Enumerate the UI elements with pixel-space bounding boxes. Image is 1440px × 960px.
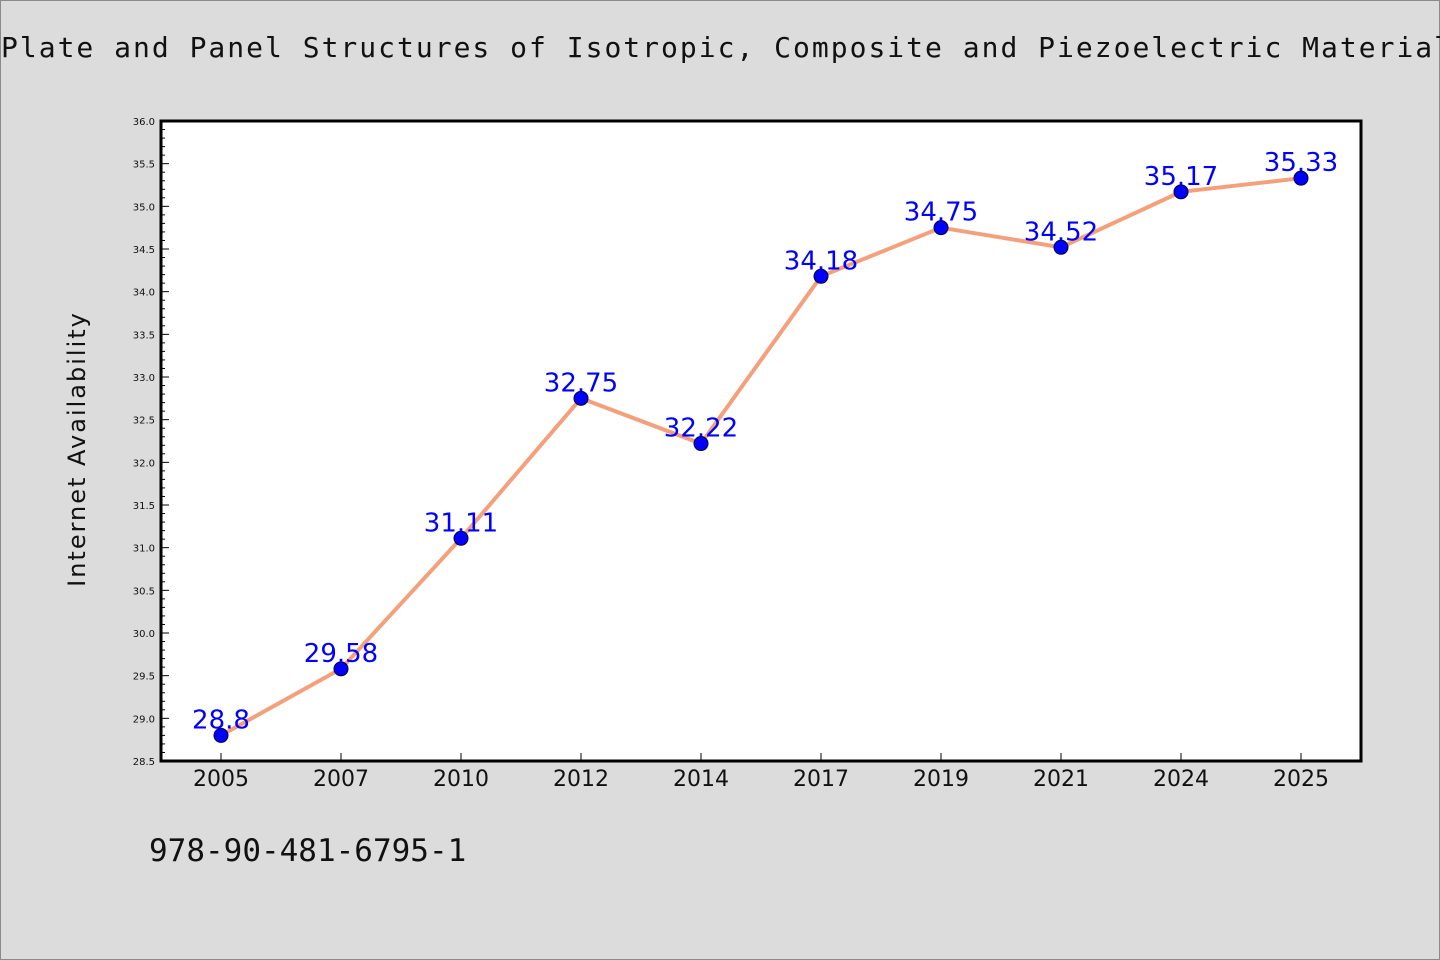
data-label: 31.11 xyxy=(424,508,498,538)
data-label: 32.75 xyxy=(544,368,618,398)
y-tick-label: 31.0 xyxy=(133,544,155,555)
data-point xyxy=(693,436,709,452)
data-point xyxy=(1293,170,1309,186)
data-point xyxy=(1053,239,1069,255)
data-label: 32.22 xyxy=(664,414,738,444)
data-point xyxy=(933,220,949,236)
y-tick-label: 34.0 xyxy=(133,288,155,299)
data-label: 34.52 xyxy=(1024,217,1098,247)
y-tick-label: 35.0 xyxy=(133,202,155,213)
data-label-group: 28.8 29.58 31.11 32.75 32.22 34.18 34.75 34.52 3… xyxy=(192,148,1338,735)
x-tick-label: 2005 xyxy=(193,767,249,792)
chart-title: Plate and Panel Structures of Isotropic,… xyxy=(1,31,1440,64)
data-point xyxy=(333,661,349,677)
data-point xyxy=(813,268,829,284)
data-label: 34.18 xyxy=(784,246,858,276)
y-tick-label: 33.0 xyxy=(133,373,155,384)
data-label: 28.8 xyxy=(192,705,250,735)
y-tick-label: 36.0 xyxy=(133,117,155,128)
y-tick-label: 32.5 xyxy=(133,416,155,427)
x-tick-label: 2025 xyxy=(1273,767,1329,792)
x-tick-label: 2024 xyxy=(1153,767,1209,792)
x-tick-label: 2010 xyxy=(433,767,489,792)
y-tick-label: 28.5 xyxy=(133,757,155,768)
y-tick-label: 31.5 xyxy=(133,501,155,512)
x-tick-label: 2019 xyxy=(913,767,969,792)
data-point xyxy=(213,727,229,743)
data-point xyxy=(453,530,469,546)
isbn-text: 978-90-481-6795-1 xyxy=(149,833,467,869)
series-line xyxy=(219,176,1303,738)
y-axis-ticks: 28.5 29.0 29.5 30.0 30.5 31.0 31.5 32.0 32.5 33.0… xyxy=(133,117,169,768)
x-tick-label: 2017 xyxy=(793,767,849,792)
x-tick-label: 2012 xyxy=(553,767,609,792)
x-tick-label: 2007 xyxy=(313,767,369,792)
y-tick-label: 34.5 xyxy=(133,245,155,256)
y-tick-label: 35.5 xyxy=(133,160,155,171)
data-label: 35.17 xyxy=(1144,162,1218,192)
y-tick-label: 30.5 xyxy=(133,586,155,597)
data-label: 29.58 xyxy=(304,639,378,669)
y-tick-label: 29.0 xyxy=(133,714,155,725)
y-tick-label: 33.5 xyxy=(133,330,155,341)
x-tick-label: 2021 xyxy=(1033,767,1089,792)
marker-group xyxy=(213,170,1309,743)
data-point xyxy=(1173,184,1189,200)
data-label: 34.75 xyxy=(904,198,978,228)
x-tick-label: 2014 xyxy=(673,767,729,792)
series-line-group xyxy=(219,176,1303,738)
y-tick-label: 32.0 xyxy=(133,458,155,469)
x-axis-ticks: 2005 2007 2010 2012 2014 2017 2019 2021 2024 2025 xyxy=(193,753,1329,792)
y-tick-label: 30.0 xyxy=(133,629,155,640)
y-tick-label: 29.5 xyxy=(133,672,155,683)
data-point xyxy=(573,390,589,406)
plot-area xyxy=(159,119,1363,763)
data-label: 35.33 xyxy=(1264,148,1338,178)
